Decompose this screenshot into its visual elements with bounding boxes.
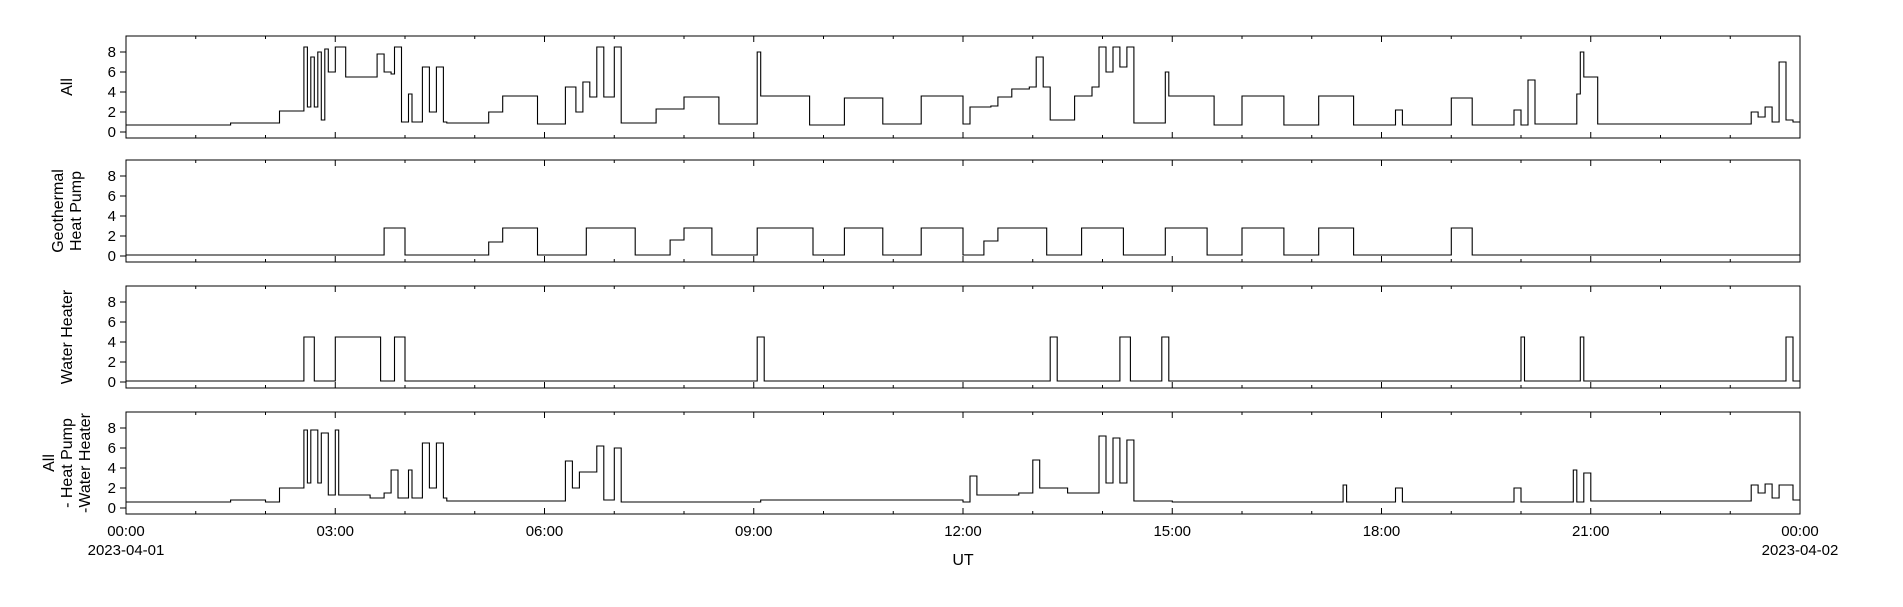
y-tick-label: 2	[108, 228, 116, 245]
y-tick-label: 0	[108, 248, 116, 265]
y-tick-label: 4	[108, 84, 116, 101]
y-axis-title: All	[59, 78, 76, 96]
y-tick-label: 4	[108, 460, 116, 477]
x-tick-label: 03:00	[316, 523, 354, 540]
x-tick-label: 12:00	[944, 523, 982, 540]
panel-frame	[125, 411, 1801, 515]
series-line	[126, 46, 1800, 126]
x-start-date: 2023-04-01	[88, 542, 165, 559]
x-tick-label: 00:00	[107, 523, 145, 540]
series-line	[126, 429, 1800, 503]
x-tick-label: 06:00	[526, 523, 564, 540]
x-tick-label: 00:00	[1781, 523, 1819, 540]
panel-1: 0 2 4 6 8 All	[59, 35, 1801, 141]
x-tick-label: 21:00	[1572, 523, 1610, 540]
panel-4: 0 2 4 6 8 All - Heat Pump -Water Heater	[41, 411, 1801, 517]
x-axis: 00:00 03:00 06:00 09:00 12:00 15:00 18:00 21:00…	[88, 523, 1839, 569]
x-tick-label: 09:00	[735, 523, 773, 540]
x-tick-label: 15:00	[1153, 523, 1191, 540]
y-tick-label: 8	[108, 168, 116, 185]
y-axis-title: Geothermal	[50, 169, 67, 253]
y-tick-label: 8	[108, 44, 116, 61]
y-tick-label: 2	[108, 354, 116, 371]
panel-3: 0 2 4 6 8 Water Heater	[59, 285, 1801, 391]
y-tick-label: 2	[108, 480, 116, 497]
y-tick-label: 0	[108, 124, 116, 141]
y-axis-title: Heat Pump	[68, 171, 85, 251]
y-axis-title: All	[41, 454, 58, 472]
y-axis-title: Water Heater	[59, 289, 76, 384]
y-tick-label: 8	[108, 420, 116, 437]
series-line	[126, 336, 1800, 382]
y-axis-title: -Water Heater	[77, 412, 94, 513]
x-axis-title: UT	[952, 552, 974, 569]
series-line	[126, 227, 1800, 256]
y-tick-label: 4	[108, 334, 116, 351]
y-tick-label: 4	[108, 208, 116, 225]
y-tick-label: 6	[108, 314, 116, 331]
y-tick-label: 6	[108, 440, 116, 457]
y-axis-title: - Heat Pump	[59, 418, 76, 508]
y-tick-label: 6	[108, 188, 116, 205]
panel-2: 0 2 4 6 8 Geothermal Heat Pump	[50, 159, 1801, 265]
y-tick-label: 6	[108, 64, 116, 81]
y-tick-label: 8	[108, 294, 116, 311]
y-tick-label: 0	[108, 500, 116, 517]
y-tick-label: 0	[108, 374, 116, 391]
y-tick-label: 2	[108, 104, 116, 121]
x-tick-label: 18:00	[1363, 523, 1401, 540]
x-end-date: 2023-04-02	[1762, 542, 1839, 559]
